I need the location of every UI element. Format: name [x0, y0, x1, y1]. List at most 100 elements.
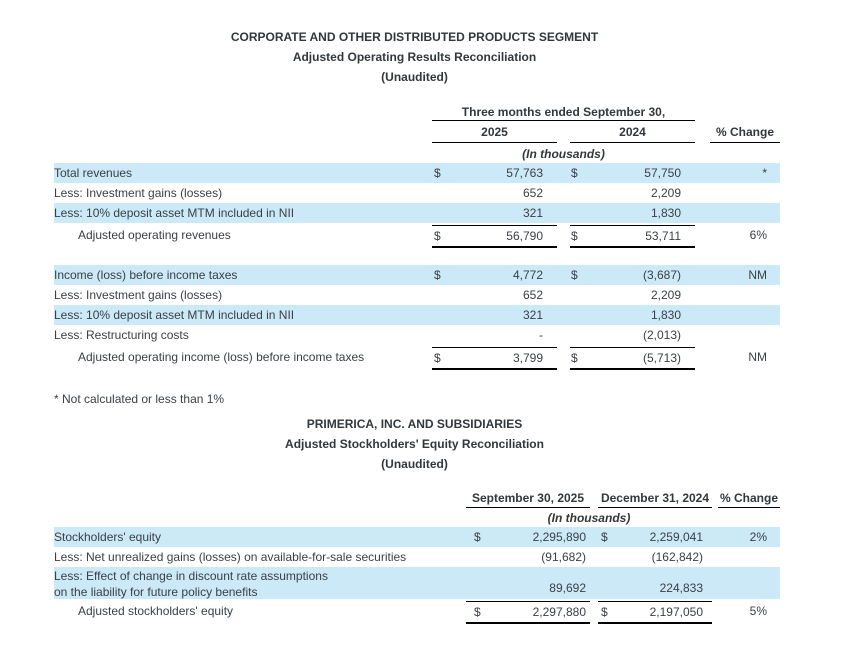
row-label: Total revenues [54, 166, 133, 180]
label-column-spacer [54, 490, 466, 508]
sheet: CORPORATE AND OTHER DISTRIBUTED PRODUCTS… [54, 0, 780, 624]
table-row: Less: Effect of change in discount rate … [54, 567, 780, 599]
currency-symbol: $ [434, 268, 441, 282]
t2-col-header-dec-2024: December 31, 2024 [598, 490, 712, 508]
currency-symbol: $ [434, 229, 441, 243]
t2-titles: PRIMERICA, INC. AND SUBSIDIARIES Adjuste… [54, 414, 775, 474]
t2-body: Stockholders' equity $2,295,890 $2,259,041… [54, 527, 780, 624]
value-col1: $2,297,880 [466, 601, 590, 624]
column-gap [590, 490, 598, 508]
pct-change-value: * [762, 166, 767, 180]
value-col1: 652 [432, 183, 557, 203]
value-col1: $57,763 [432, 163, 557, 183]
amount: (2,013) [642, 328, 681, 342]
table-row: Less: Restructuring costs - (2,013) [54, 325, 780, 345]
amount: 652 [522, 288, 543, 302]
column-gap [557, 183, 570, 203]
column-gap [590, 567, 598, 599]
t2-units-row: (In thousands) [54, 508, 780, 527]
amount: (3,687) [642, 268, 681, 282]
amount: - [539, 328, 543, 342]
column-gap [557, 285, 570, 305]
table-row: Less: 10% deposit asset MTM included in … [54, 203, 780, 223]
row-label: Less: 10% deposit asset MTM included in … [54, 308, 295, 322]
t2-header: September 30, 2025 December 31, 2024 % C… [54, 490, 780, 527]
t1-col-header-2025: 2025 [432, 121, 557, 143]
value-col2: 2,209 [570, 285, 695, 305]
amount: (162,842) [651, 550, 703, 564]
column-gap [557, 265, 570, 285]
pct-change-value [695, 203, 775, 223]
t1-body: Total revenues $57,763 $57,750 * Less: Inves… [54, 163, 780, 370]
currency-symbol: $ [474, 605, 481, 619]
label-column-spacer [54, 105, 432, 121]
pct-change-value: NM [748, 350, 767, 364]
value-col1: $4,772 [432, 265, 557, 285]
value-col1: - [432, 325, 557, 345]
label-column-spacer [54, 143, 432, 163]
pct-change-value [695, 325, 775, 345]
table-row: Less: 10% deposit asset MTM included in … [54, 305, 780, 325]
amount: 652 [522, 186, 543, 200]
t1-span-header-row: Three months ended September 30, [54, 105, 780, 121]
currency-symbol: $ [601, 530, 608, 544]
t1-units-note: (In thousands) [522, 147, 605, 161]
currency-symbol: $ [601, 605, 608, 619]
value-col1: $2,295,890 [466, 527, 590, 547]
t1-header: Three months ended September 30, 2025 20… [54, 105, 780, 163]
currency-symbol: $ [434, 351, 441, 365]
t1-col-header-2024: 2024 [570, 121, 695, 143]
t1-pct-change-header: % Change [710, 121, 780, 143]
table-row: Adjusted operating income (loss) before … [54, 347, 780, 370]
pct-change-value [712, 547, 775, 567]
amount: 2,209 [650, 288, 681, 302]
amount: 57,750 [644, 166, 681, 180]
column-gap [590, 547, 598, 567]
table-section: Total revenues $57,763 $57,750 * Less: Inves… [54, 163, 780, 248]
row-label: Less: 10% deposit asset MTM included in … [54, 206, 295, 220]
amount: 57,763 [506, 166, 543, 180]
t1-units-row: (In thousands) [54, 143, 780, 163]
label-column-spacer [54, 121, 432, 143]
value-col1: 89,692 [466, 567, 590, 599]
row-label: Income (loss) before income taxes [54, 268, 238, 282]
amount: 2,297,880 [532, 605, 586, 619]
table-row: Total revenues $57,763 $57,750 * [54, 163, 780, 183]
pct-change-value [695, 305, 775, 325]
table-row: Less: Net unrealized gains (losses) on a… [54, 547, 780, 567]
amount: 56,790 [506, 229, 543, 243]
label-column-spacer [54, 508, 466, 527]
row-label: Less: Restructuring costs [54, 328, 189, 342]
row-label: Less: Net unrealized gains (losses) on a… [54, 550, 407, 564]
table-row: Less: Investment gains (losses) 652 2,209 [54, 183, 780, 203]
value-col1: 321 [432, 203, 557, 223]
value-col2: $ (3,687) [570, 265, 695, 285]
row-label: Adjusted stockholders' equity [78, 604, 234, 618]
value-col2: 1,830 [570, 305, 695, 325]
table-row: Adjusted stockholders' equity $2,297,880 $… [54, 601, 780, 624]
pct-change-value: 6% [749, 228, 767, 242]
value-col1: 652 [432, 285, 557, 305]
t2-title-reconciliation: Adjusted Stockholders' Equity Reconcilia… [285, 437, 544, 451]
amount: 2,209 [650, 186, 681, 200]
pct-change-value: 5% [749, 604, 767, 618]
value-col2: 2,209 [570, 183, 695, 203]
value-col2: $53,711 [570, 225, 695, 248]
table-row: Stockholders' equity $2,295,890 $2,259,041… [54, 527, 780, 547]
amount: 3,799 [512, 351, 543, 365]
column-gap [557, 347, 570, 370]
amount: 1,830 [650, 308, 681, 322]
amount: 2,197,050 [649, 605, 703, 619]
pct-change-value [712, 567, 775, 599]
column-gap [590, 527, 598, 547]
amount: 321 [522, 308, 543, 322]
column-gap [557, 121, 570, 143]
t2-units-note: (In thousands) [547, 511, 631, 525]
column-gap [557, 225, 570, 248]
value-col2: $57,750 [570, 163, 695, 183]
value-col2: 1,830 [570, 203, 695, 223]
pct-change-value [695, 285, 775, 305]
amount: 89,692 [549, 581, 586, 595]
t1-span-header: Three months ended September 30, [432, 105, 695, 121]
amount: (5,713) [642, 351, 681, 365]
